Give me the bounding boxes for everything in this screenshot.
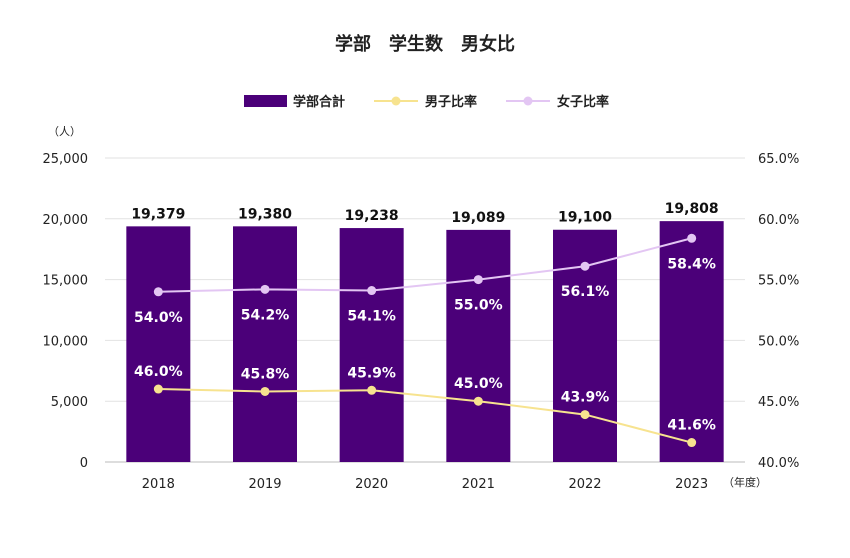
bars	[126, 221, 724, 462]
point-value-label: 43.9%	[561, 390, 610, 406]
x-tick: 2023	[675, 477, 708, 492]
x-tick: 2021	[462, 477, 495, 492]
x-axis: 2018 2019 2020 2021 2022 2023	[105, 461, 745, 492]
legend: 学部合計 男子比率 女子比率	[244, 94, 609, 110]
bar-value-label: 19,089	[451, 210, 505, 226]
y-right-tick: 50.0%	[758, 334, 799, 349]
series-point	[687, 438, 697, 448]
point-value-label: 55.0%	[454, 298, 503, 314]
series-point	[687, 233, 697, 243]
series-point	[367, 385, 377, 395]
bar-value-label: 19,100	[558, 210, 612, 226]
x-tick: 2019	[248, 477, 281, 492]
series-point	[260, 386, 270, 396]
point-value-label: 58.4%	[667, 256, 716, 272]
legend-swatch-bar	[244, 95, 287, 107]
series-point	[580, 261, 590, 271]
grid	[105, 157, 745, 463]
x-unit: （年度）	[723, 475, 767, 489]
y-left-unit: （人）	[48, 125, 81, 138]
y-left-tick: 15,000	[43, 274, 89, 289]
series-point	[473, 275, 483, 285]
y-left-tick: 25,000	[43, 152, 89, 167]
series-line	[158, 388, 692, 444]
point-value-label: 41.6%	[667, 418, 716, 434]
bar	[446, 229, 511, 462]
bar	[339, 228, 404, 462]
series-line	[158, 237, 692, 293]
y-left-tick: 5,000	[51, 395, 88, 410]
y-right-tick: 65.0%	[758, 152, 799, 167]
y-left-axis: 0 5,000 10,000 15,000 20,000 25,000	[43, 152, 89, 471]
legend-swatch-point	[523, 96, 533, 106]
x-tick: 2020	[355, 477, 388, 492]
series-point	[367, 286, 377, 296]
legend-label: 学部合計	[293, 94, 345, 110]
bar	[233, 226, 297, 462]
data-labels: 19,379 19,380 19,238 19,089 19,100 19,808 46.0…	[131, 201, 718, 433]
point-value-label: 54.2%	[241, 307, 290, 323]
x-tick: 2022	[568, 477, 601, 492]
y-right-tick: 60.0%	[758, 213, 799, 228]
point-value-label: 45.8%	[241, 366, 290, 382]
series-point	[580, 410, 590, 420]
y-right-tick: 55.0%	[758, 274, 799, 289]
lines	[153, 233, 697, 448]
series-point	[153, 384, 163, 394]
point-value-label: 54.1%	[347, 309, 396, 325]
y-right-tick: 45.0%	[758, 395, 799, 410]
x-tick: 2018	[142, 477, 175, 492]
y-left-tick: 10,000	[43, 334, 89, 349]
bar-value-label: 19,379	[131, 206, 185, 222]
chart-title: 学部 学生数 男女比	[335, 33, 515, 55]
point-value-label: 54.0%	[134, 310, 183, 326]
series-point	[260, 284, 270, 294]
series-point	[473, 396, 483, 406]
legend-label: 女子比率	[557, 94, 609, 110]
point-value-label: 45.9%	[347, 365, 396, 381]
y-left-tick: 20,000	[43, 213, 89, 228]
bar-value-label: 19,380	[238, 206, 292, 222]
y-right-axis: 40.0% 45.0% 50.0% 55.0% 60.0% 65.0%	[758, 152, 799, 471]
bar	[659, 221, 724, 462]
legend-swatch-point	[391, 96, 401, 106]
series-point	[153, 287, 163, 297]
bar	[126, 226, 191, 462]
bar-value-label: 19,238	[345, 208, 399, 224]
y-right-tick: 40.0%	[758, 456, 799, 471]
y-left-tick: 0	[80, 456, 88, 471]
point-value-label: 45.0%	[454, 376, 503, 392]
legend-label: 男子比率	[425, 94, 477, 110]
point-value-label: 56.1%	[561, 284, 610, 300]
point-value-label: 46.0%	[134, 364, 183, 380]
bar-value-label: 19,808	[665, 201, 719, 217]
